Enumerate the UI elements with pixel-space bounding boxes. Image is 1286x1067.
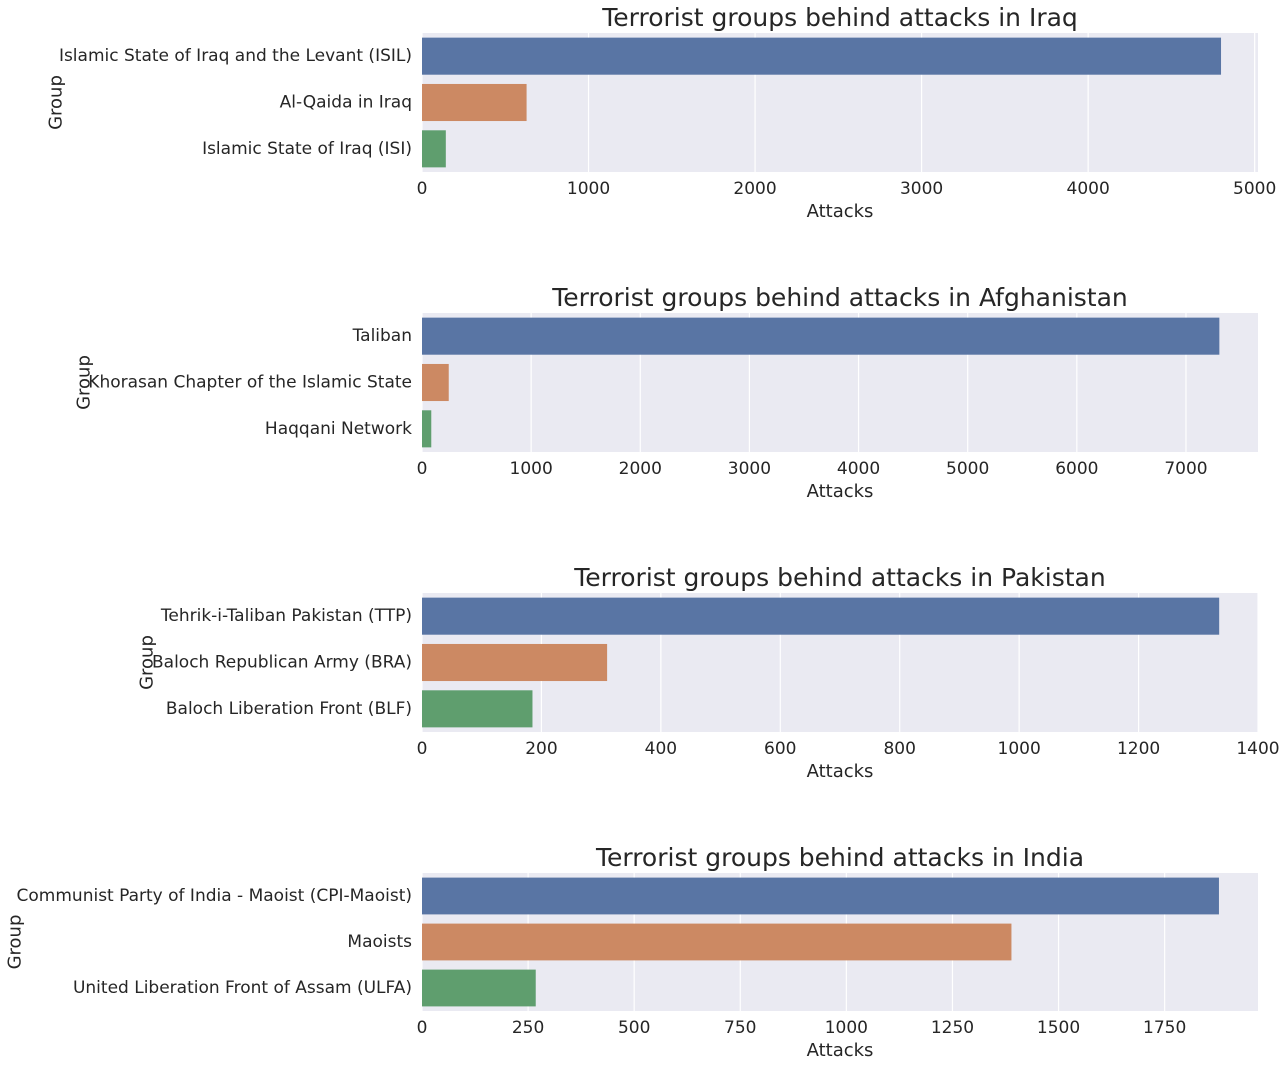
x-tick-label: 1000: [567, 179, 610, 199]
category-label: Communist Party of India - Maoist (CPI-M…: [17, 886, 412, 906]
category-label: Haqqani Network: [265, 419, 412, 439]
category-label: Islamic State of Iraq (ISI): [202, 139, 412, 159]
x-tick-label: 800: [883, 739, 915, 759]
chart-title: Terrorist groups behind attacks in Pakis…: [573, 563, 1105, 592]
category-label: Taliban: [352, 326, 412, 346]
x-tick-label: 1400: [1236, 739, 1279, 759]
bar-1: [422, 643, 608, 682]
x-tick-label: 200: [525, 739, 557, 759]
category-label: Khorasan Chapter of the Islamic State: [88, 373, 412, 393]
x-tick-label: 2000: [733, 179, 776, 199]
x-tick-label: 4000: [1067, 179, 1110, 199]
bar-2: [422, 130, 446, 168]
x-axis-label: Attacks: [807, 1040, 874, 1061]
x-tick-label: 5000: [1233, 179, 1276, 199]
x-tick-label: 1250: [931, 1018, 974, 1038]
y-axis-label: Group: [46, 75, 67, 130]
x-tick-label: 750: [724, 1018, 756, 1038]
x-axis-label: Attacks: [807, 201, 874, 222]
category-label: Islamic State of Iraq and the Levant (IS…: [59, 46, 412, 66]
x-tick-label: 1000: [510, 459, 553, 479]
x-tick-label: 0: [417, 459, 428, 479]
chart-2: Tehrik-i-Taliban Pakistan (TTP) Baloch Re…: [137, 563, 1280, 782]
category-label: Tehrik-i-Taliban Pakistan (TTP): [160, 606, 412, 626]
x-tick-label: 400: [645, 739, 677, 759]
bar-0: [422, 37, 1222, 75]
y-axis-label: Group: [137, 635, 158, 690]
x-tick-label: 0: [417, 179, 428, 199]
x-axis-label: Attacks: [807, 481, 874, 502]
bar-0: [422, 877, 1219, 915]
bar-0: [422, 317, 1220, 355]
x-tick-label: 4000: [837, 459, 880, 479]
chart-0: Islamic State of Iraq and the Levant (IS…: [46, 3, 1277, 222]
x-tick-label: 3000: [900, 179, 943, 199]
chart-title: Terrorist groups behind attacks in India: [595, 843, 1084, 872]
chart-title: Terrorist groups behind attacks in Afgha…: [551, 283, 1128, 312]
category-label: Baloch Liberation Front (BLF): [166, 699, 412, 719]
chart-1: Taliban Khorasan Chapter of the Islamic S…: [74, 283, 1258, 502]
x-tick-label: 1000: [998, 739, 1041, 759]
x-tick-label: 3000: [728, 459, 771, 479]
x-tick-label: 0: [417, 1018, 428, 1038]
x-tick-label: 5000: [946, 459, 989, 479]
x-tick-label: 1750: [1143, 1018, 1186, 1038]
chart-title: Terrorist groups behind attacks in Iraq: [601, 3, 1078, 32]
bar-2: [422, 969, 536, 1007]
bar-2: [422, 410, 432, 448]
bar-1: [422, 83, 527, 122]
y-axis-label: Group: [74, 355, 95, 410]
x-tick-label: 6000: [1055, 459, 1098, 479]
x-tick-label: 1000: [825, 1018, 868, 1038]
x-tick-label: 2000: [619, 459, 662, 479]
x-tick-label: 1200: [1117, 739, 1160, 759]
category-label: United Liberation Front of Assam (ULFA): [73, 978, 412, 998]
bar-0: [422, 597, 1220, 635]
bar-1: [422, 363, 449, 402]
x-tick-label: 0: [417, 739, 428, 759]
x-tick-label: 7000: [1164, 459, 1207, 479]
y-axis-label: Group: [5, 915, 26, 970]
x-tick-label: 500: [618, 1018, 650, 1038]
bar-1: [422, 923, 1012, 961]
category-label: Al-Qaida in Iraq: [280, 93, 412, 113]
x-tick-label: 600: [764, 739, 796, 759]
bar-2: [422, 690, 533, 728]
x-tick-label: 250: [512, 1018, 544, 1038]
chart-3: Communist Party of India - Maoist (CPI-M…: [5, 843, 1258, 1061]
category-label: Baloch Republican Army (BRA): [152, 653, 412, 673]
category-label: Maoists: [347, 932, 412, 952]
x-tick-label: 1500: [1037, 1018, 1080, 1038]
x-axis-label: Attacks: [807, 761, 874, 782]
